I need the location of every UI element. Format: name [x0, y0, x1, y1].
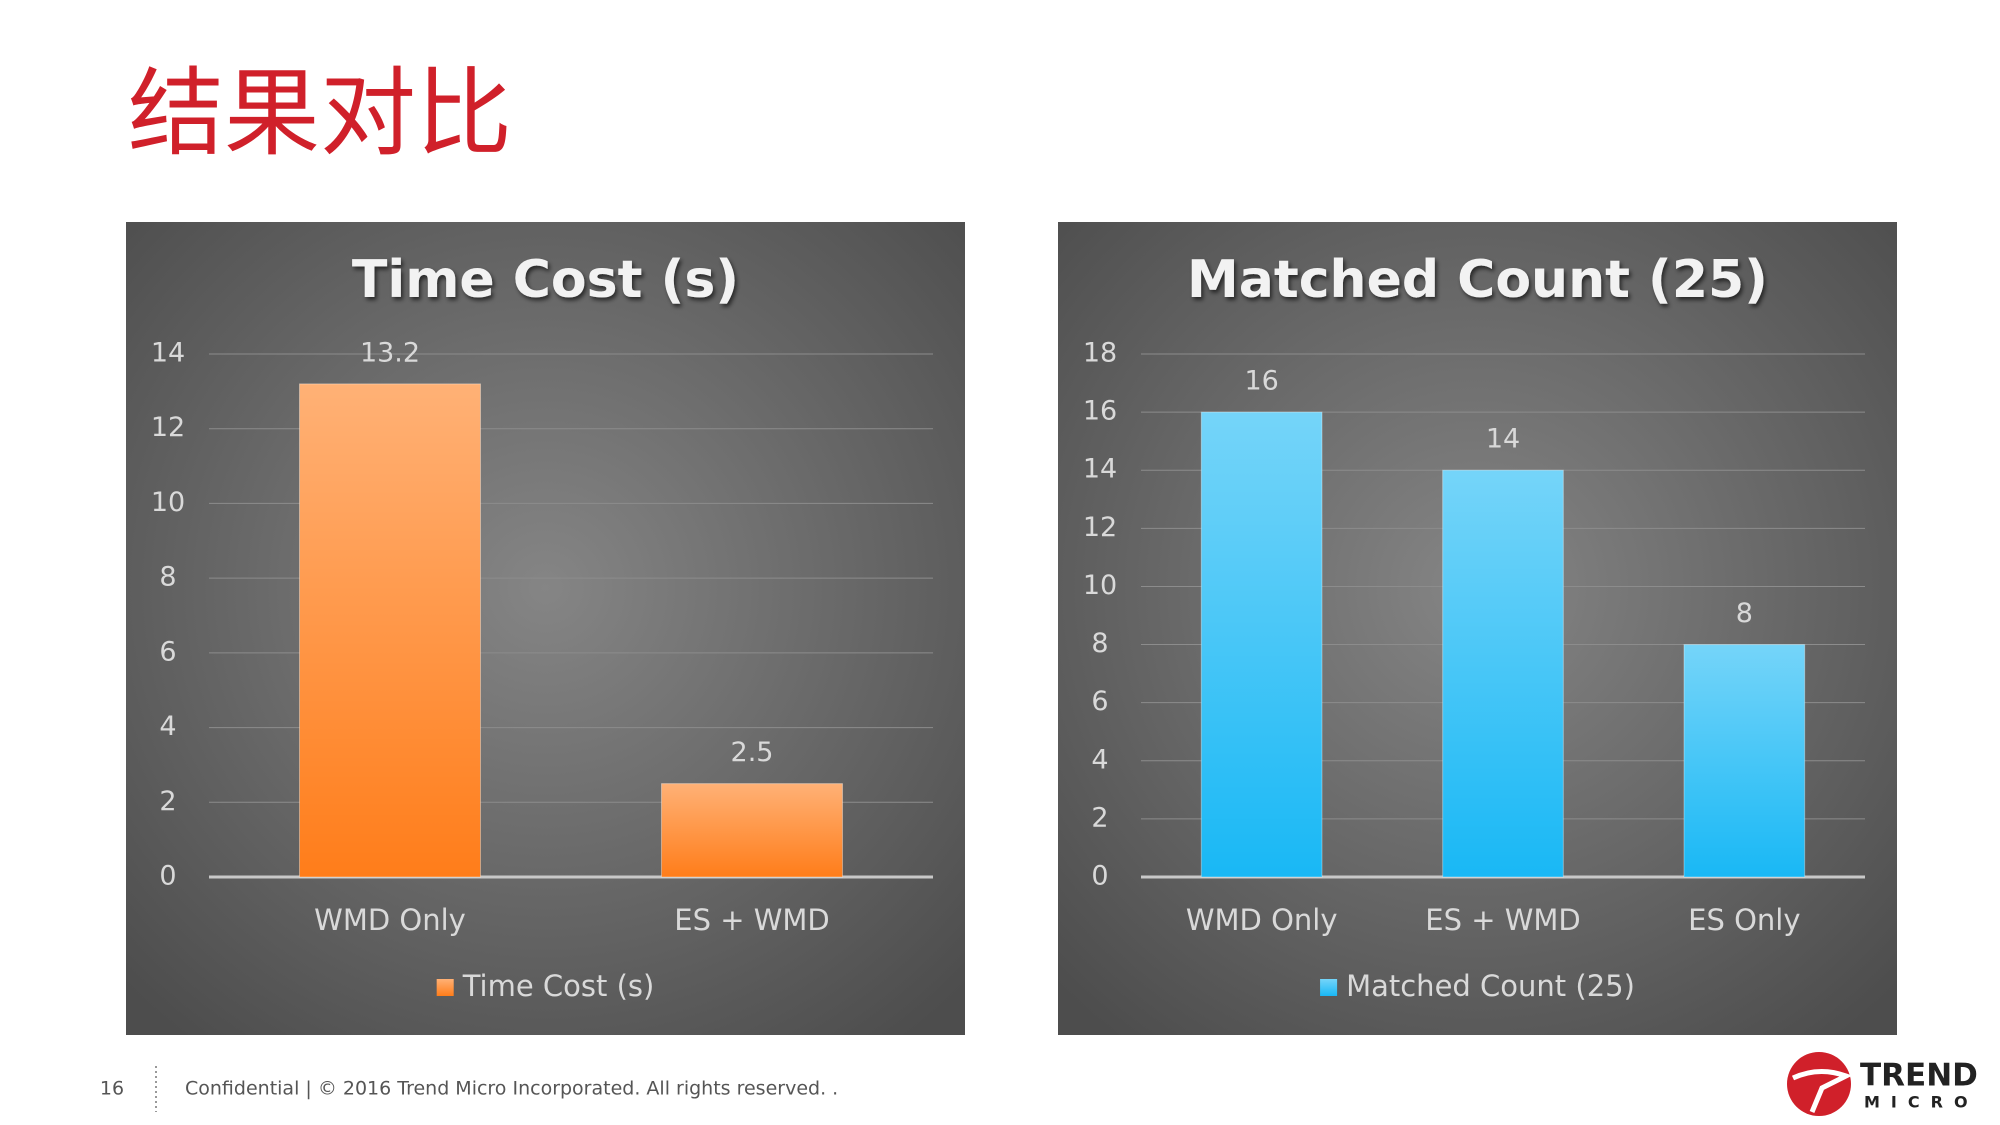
- slide-title: 结果对比: [128, 57, 512, 169]
- y-tick-label: 2: [1091, 802, 1108, 833]
- y-tick-label: 12: [151, 412, 185, 443]
- y-tick-label: 0: [159, 861, 176, 892]
- data-label: 16: [1244, 366, 1278, 397]
- x-tick-label: WMD Only: [314, 903, 466, 937]
- legend-sheen: [1320, 979, 1338, 996]
- y-tick-label: 18: [1083, 338, 1117, 369]
- chart: Matched Count (25) 0 2 4 6 8 10 12 14 16 18 WMD Onl…: [1058, 222, 1897, 1035]
- bar-sheen: [1442, 470, 1564, 877]
- y-tick-label: 8: [159, 562, 176, 593]
- x-tick-label: ES Only: [1688, 903, 1800, 937]
- page-number: 16: [100, 1078, 124, 1100]
- y-tick-label: 10: [151, 487, 185, 518]
- data-label: 2.5: [731, 737, 774, 768]
- y-tick-label: 6: [1091, 686, 1108, 717]
- bar-sheen: [661, 783, 843, 877]
- y-tick-label: 0: [1091, 861, 1108, 892]
- y-tick-label: 12: [1083, 512, 1117, 543]
- chart-title: Time Cost (s): [352, 250, 739, 310]
- y-tick-label: 2: [159, 786, 176, 817]
- y-tick-label: 10: [1083, 570, 1117, 601]
- logo-mark: [1787, 1052, 1851, 1116]
- data-label: 8: [1736, 598, 1753, 629]
- data-label: 13.2: [360, 337, 420, 368]
- data-label: 14: [1486, 424, 1520, 455]
- legend-label: Matched Count (25): [1346, 969, 1635, 1003]
- y-tick-label: 16: [1083, 396, 1117, 427]
- y-tick-label: 14: [151, 338, 185, 369]
- logo-swoosh: [1791, 1069, 1853, 1113]
- chart: Time Cost (s) 0 2 4 6 8 10 12 14 WMD Only ES + WMD…: [126, 222, 965, 1035]
- chart-panel: [126, 222, 965, 1035]
- y-tick-label: 6: [159, 636, 176, 667]
- bar-sheen: [299, 383, 481, 877]
- y-tick-label: 4: [159, 711, 176, 742]
- bar-sheen: [1201, 412, 1322, 877]
- x-tick-label: ES + WMD: [674, 903, 830, 937]
- x-tick-label: WMD Only: [1186, 903, 1338, 937]
- y-tick-label: 8: [1091, 628, 1108, 659]
- x-tick-label: ES + WMD: [1425, 903, 1581, 937]
- y-tick-label: 4: [1091, 744, 1108, 775]
- y-tick-label: 14: [1083, 454, 1117, 485]
- footer-text: Confidential | © 2016 Trend Micro Incorp…: [185, 1078, 838, 1100]
- legend-label: Time Cost (s): [462, 969, 655, 1003]
- chart-title: Matched Count (25): [1187, 250, 1768, 310]
- logo-top: TREND: [1860, 1058, 1978, 1094]
- bar-sheen: [1684, 644, 1805, 877]
- legend-sheen: [436, 979, 454, 996]
- logo-bottom: MICRO: [1864, 1093, 1979, 1112]
